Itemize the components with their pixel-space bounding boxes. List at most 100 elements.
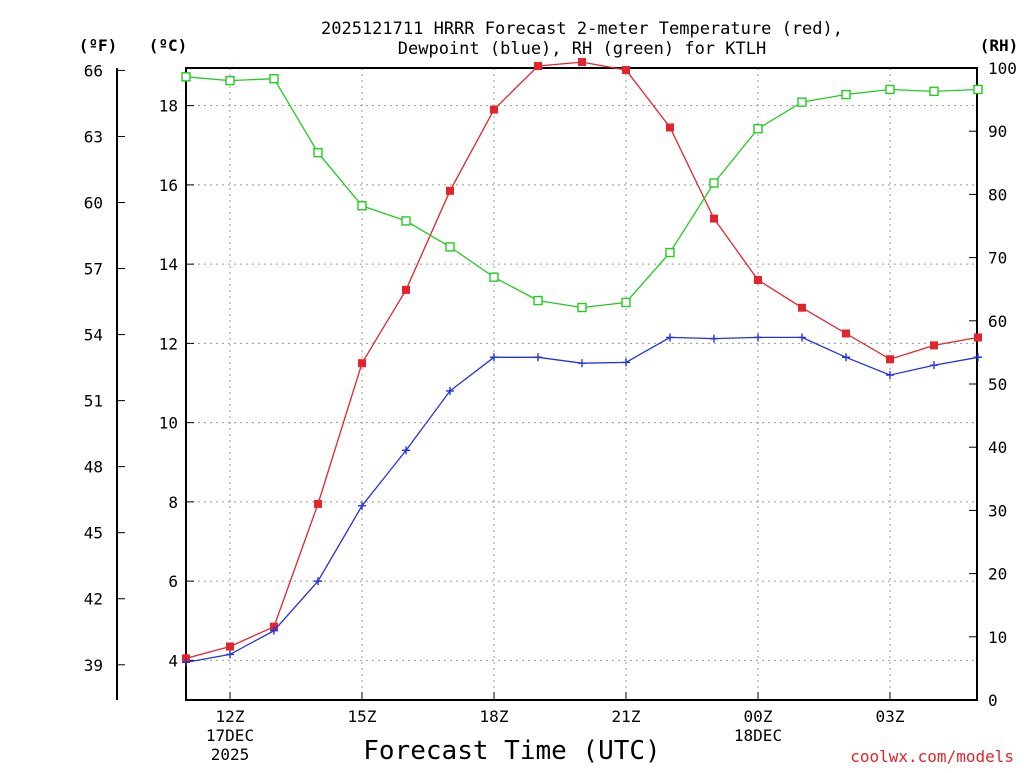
dewpoint-point	[182, 658, 190, 667]
rh-unit-label: (RH)	[980, 36, 1019, 55]
x-tick-label: 18Z	[480, 707, 509, 726]
rh-point	[269, 74, 279, 84]
x-tick-label: 2025	[211, 745, 250, 764]
fahrenheit-tick-label: 45	[84, 524, 103, 543]
rh-tick-label: 30	[988, 501, 1007, 520]
fahrenheit-tick-label: 48	[84, 458, 103, 477]
fahrenheit-tick-label: 39	[84, 656, 103, 675]
rh-line	[185, 76, 979, 309]
celsius-tick-label: 6	[168, 572, 178, 591]
rh-point	[533, 295, 543, 306]
fahrenheit-unit-label: (ºF)	[79, 36, 118, 55]
credit-text: coolwx.com/models	[850, 747, 1014, 766]
dewpoint-point	[798, 333, 806, 342]
rh-point	[401, 216, 411, 226]
dewpoint-point	[754, 333, 762, 342]
rh-point	[225, 75, 235, 86]
rh-point	[973, 84, 983, 95]
2-meter-temperature-point	[446, 186, 454, 195]
dewpoint-point	[622, 358, 630, 367]
dewpoint-point	[446, 386, 454, 395]
fahrenheit-tick-label: 51	[84, 392, 103, 411]
dewpoint-series	[182, 333, 982, 667]
x-tick-label: 15Z	[348, 707, 377, 726]
2-meter-temperature-point	[534, 62, 542, 71]
2-meter-temperature-point	[358, 359, 366, 368]
celsius-unit-label: (ºC)	[149, 36, 188, 55]
celsius-tick-label: 12	[159, 334, 178, 353]
rh-point	[841, 89, 851, 100]
dewpoint-point	[710, 334, 718, 343]
rh-point	[489, 272, 499, 282]
2-meter-temperature-point	[314, 499, 322, 508]
rh-tick-label: 60	[988, 312, 1007, 331]
x-tick-label: 17DEC	[206, 726, 254, 745]
rh-tick-label: 50	[988, 375, 1007, 394]
dewpoint-point	[534, 353, 542, 362]
2-meter-temperature-point	[754, 275, 762, 284]
rh-series	[181, 72, 983, 313]
dewpoint-point	[974, 353, 982, 362]
dewpoint-point	[314, 577, 322, 586]
2-meter-temperature-point	[798, 303, 806, 312]
rh-point	[665, 247, 675, 258]
2-meter-temperature-point	[578, 58, 586, 67]
fahrenheit-tick-label: 42	[84, 590, 103, 609]
grid-lines	[186, 68, 977, 700]
celsius-tick-label: 16	[159, 176, 178, 195]
rh-point	[709, 178, 719, 188]
title-line-1: 2025121711 HRRR Forecast 2-meter Tempera…	[321, 19, 843, 39]
fahrenheit-tick-label: 57	[84, 260, 103, 279]
dewpoint-point	[226, 650, 234, 659]
2-meter-temperature-point	[622, 65, 630, 74]
rh-point	[797, 97, 807, 107]
celsius-tick-label: 10	[159, 414, 178, 433]
dewpoint-point	[490, 353, 498, 362]
rh-tick-label: 100	[988, 59, 1017, 78]
rh-point	[621, 297, 631, 308]
celsius-tick-label: 14	[159, 255, 178, 274]
rh-point	[313, 147, 323, 158]
rh-point	[445, 242, 455, 252]
rh-tick-label: 80	[988, 185, 1007, 204]
dewpoint-point	[930, 361, 938, 370]
dewpoint-point	[270, 626, 278, 635]
2-meter-temperature-point	[666, 123, 674, 132]
x-tick-label: 00Z	[744, 707, 773, 726]
celsius-tick-label: 8	[168, 493, 178, 512]
rh-tick-label: 0	[988, 691, 998, 710]
dewpoint-point	[666, 333, 674, 342]
2-meter-temperature-point	[974, 333, 982, 342]
dewpoint-point	[358, 501, 366, 510]
rh-tick-label: 70	[988, 249, 1007, 268]
rh-tick-label: 90	[988, 122, 1007, 141]
dewpoint-point	[842, 353, 850, 362]
rh-point	[577, 302, 587, 313]
rh-point	[885, 84, 895, 95]
fahrenheit-tick-label: 54	[84, 326, 103, 345]
fahrenheit-tick-label: 66	[84, 61, 103, 80]
2-meter-temperature-point	[490, 105, 498, 114]
celsius-tick-label: 18	[159, 97, 178, 116]
rh-point	[753, 123, 763, 134]
dewpoint-point	[402, 446, 410, 455]
celsius-tick-label: 4	[168, 651, 178, 670]
dewpoint-point	[886, 371, 894, 380]
2-meter-temperature-point	[842, 329, 850, 338]
2-meter-temperature-point	[226, 642, 234, 651]
2-meter-temperature-point	[710, 214, 718, 223]
x-tick-label: 18DEC	[734, 726, 782, 745]
dewpoint-point	[578, 359, 586, 368]
rh-point	[181, 72, 191, 82]
series-layer	[181, 58, 983, 667]
rh-point	[929, 86, 939, 97]
x-tick-label: 03Z	[876, 707, 905, 726]
title-line-2: Dewpoint (blue), RH (green) for KTLH	[398, 39, 766, 59]
fahrenheit-tick-label: 60	[84, 194, 103, 213]
rh-tick-label: 10	[988, 628, 1007, 647]
rh-tick-label: 40	[988, 438, 1007, 457]
chart-title: 2025121711 HRRR Forecast 2-meter Tempera…	[321, 19, 843, 59]
fahrenheit-tick-label: 63	[84, 127, 103, 146]
dewpoint-line	[185, 336, 979, 664]
